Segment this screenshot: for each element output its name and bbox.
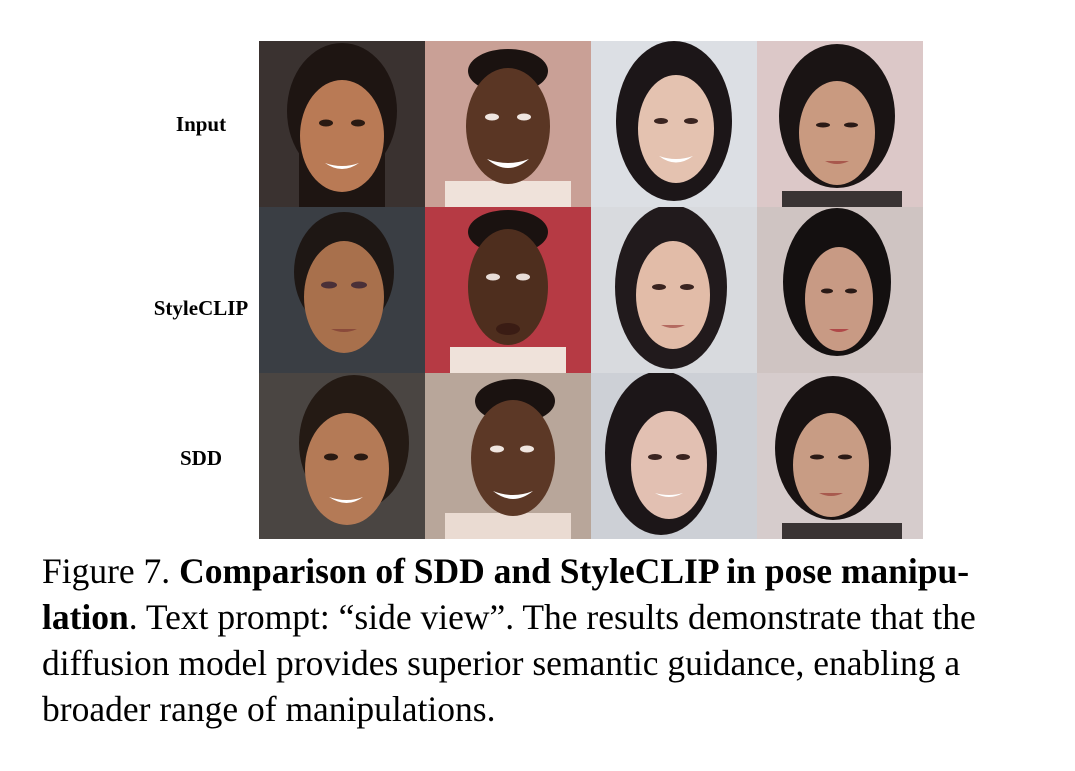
caption-line-1: Figure 7. Comparison of SDD and StyleCLI… [42,548,1042,594]
face-image-styleclip-3 [591,207,757,373]
face-image-sdd-4 [757,373,923,539]
face-image-input-3 [591,41,757,207]
caption-line-2: lation. Text prompt: “side view”. The re… [42,594,1042,640]
caption-body-1: . Text prompt: “side view”. The results … [128,597,976,637]
face-image-styleclip-1 [259,207,425,373]
caption-line-4: broader range of manipulations. [42,689,496,729]
face-image-styleclip-2 [425,207,591,373]
face-image-sdd-2 [425,373,591,539]
face-image-sdd-3 [591,373,757,539]
figure-caption: Figure 7. Comparison of SDD and StyleCLI… [42,548,1042,732]
row-label-sdd: SDD [179,446,222,470]
face-image-sdd-1 [259,373,425,539]
face-image-styleclip-4 [757,207,923,373]
caption-line-3: diffusion model provides superior semant… [42,643,961,683]
row-label-styleclip: StyleCLIP [153,296,249,320]
face-image-grid [259,41,923,539]
caption-title-continued: lation [42,597,129,637]
caption-title: Comparison of SDD and StyleCLIP in pose … [179,551,970,591]
face-image-input-4 [757,41,923,207]
face-image-input-1 [259,41,425,207]
face-image-input-2 [425,41,591,207]
row-label-input: Input [175,112,227,136]
figure-label: Figure 7. [42,551,171,591]
